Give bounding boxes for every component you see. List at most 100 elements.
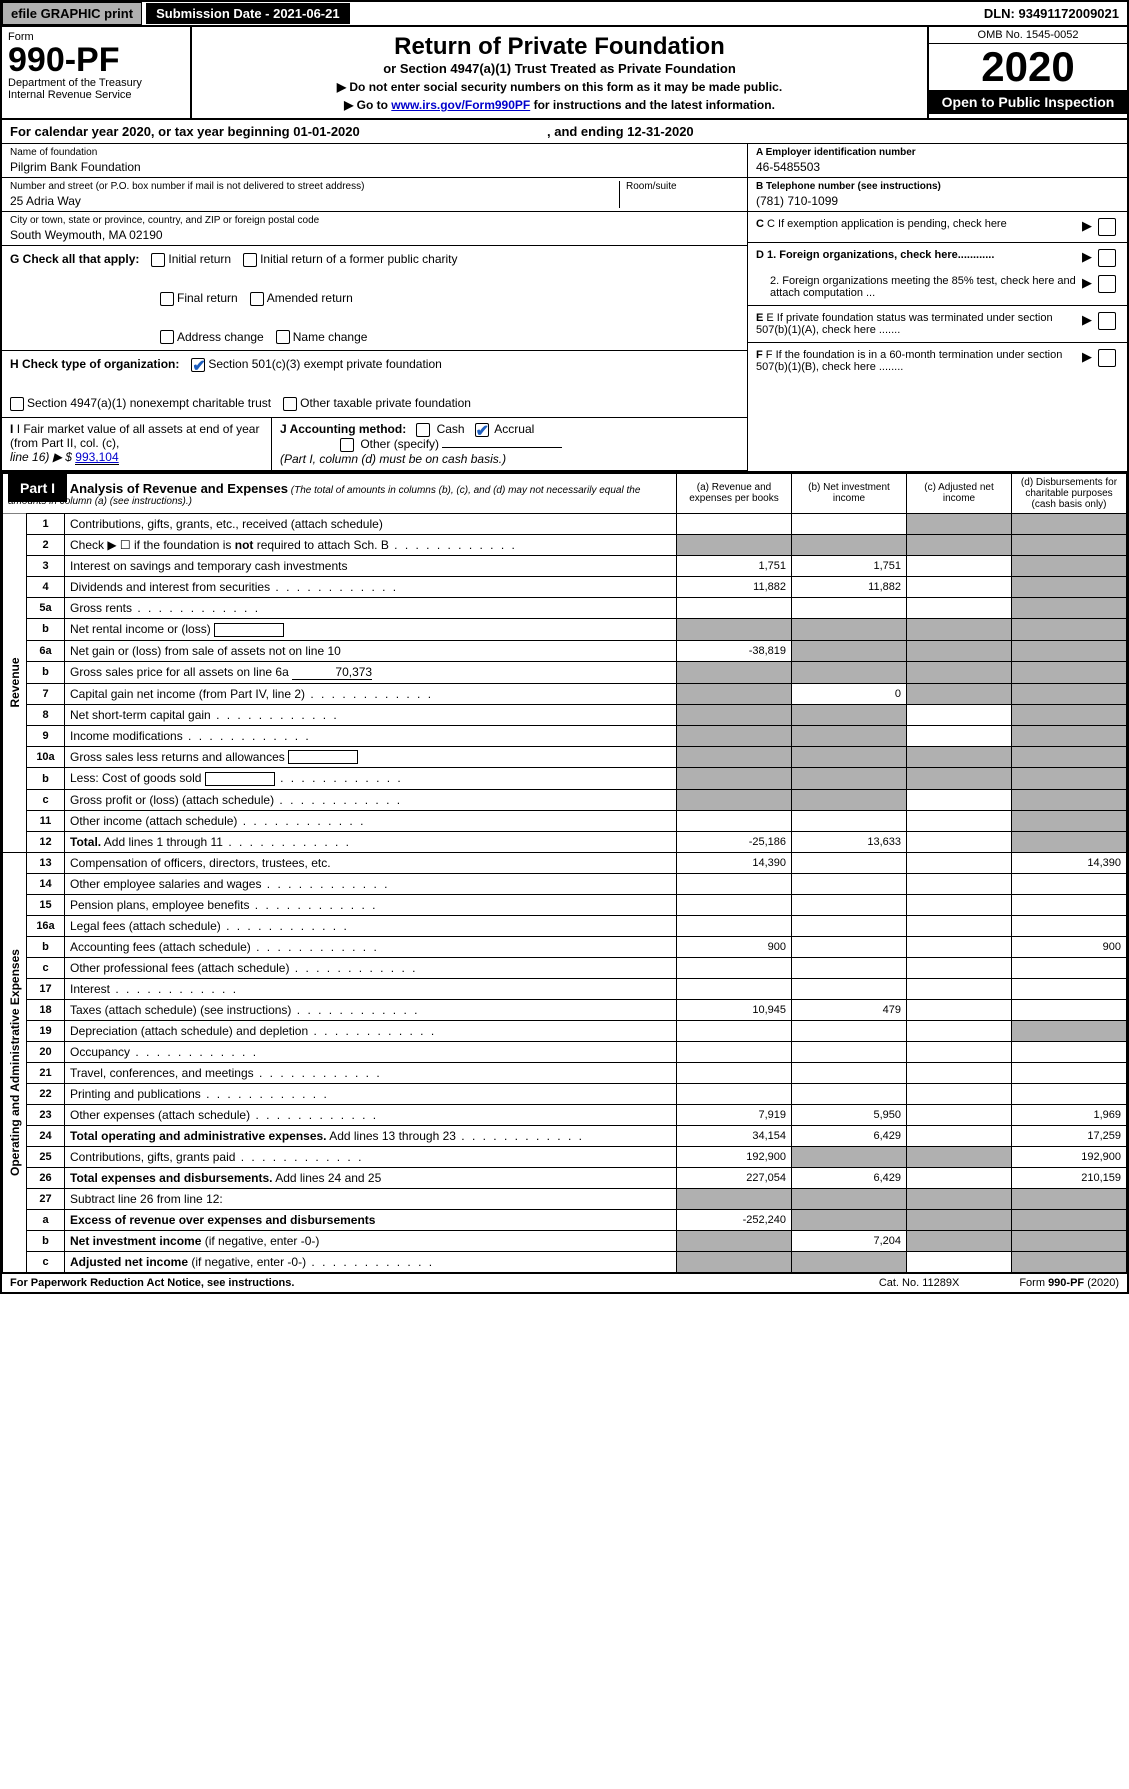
cell-shaded <box>1012 704 1127 725</box>
cell-value: 11,882 <box>792 576 907 597</box>
cell-value <box>907 979 1012 1000</box>
h-lead: H Check type of organization: <box>10 357 179 371</box>
city-cell: City or town, state or province, country… <box>2 212 747 246</box>
row-num: 11 <box>27 811 65 832</box>
cell-value: 900 <box>1012 937 1127 958</box>
cell-value: -252,240 <box>677 1210 792 1231</box>
cell-value: 6,429 <box>792 1168 907 1189</box>
cb-initial-former[interactable] <box>243 253 257 267</box>
row-num: 13 <box>27 853 65 874</box>
fmv-link[interactable]: 993,104 <box>75 450 118 465</box>
cell-value <box>677 1063 792 1084</box>
col-b-header: (b) Net investment income <box>792 473 907 513</box>
cell-shaded <box>1012 555 1127 576</box>
cell-shaded <box>1012 1189 1127 1210</box>
row-desc: Net short-term capital gain <box>65 704 677 725</box>
cb-final[interactable] <box>160 292 174 306</box>
row-desc: Gross profit or (loss) (attach schedule) <box>65 790 677 811</box>
entity-right: A Employer identification number 46-5485… <box>747 144 1127 471</box>
cb-other-taxable[interactable] <box>283 397 297 411</box>
cb-e[interactable] <box>1098 312 1116 330</box>
form-instructions-link[interactable]: www.irs.gov/Form990PF <box>391 98 530 112</box>
d1-text: D 1. Foreign organizations, check here..… <box>756 249 994 261</box>
cell-value <box>907 704 1012 725</box>
col-a-header: (a) Revenue and expenses per books <box>677 473 792 513</box>
table-row: bNet investment income (if negative, ent… <box>3 1231 1127 1252</box>
cb-4947a1[interactable] <box>10 397 24 411</box>
cb-accrual[interactable] <box>475 423 489 437</box>
lbl-accrual: Accrual <box>494 422 534 436</box>
row-desc: Other income (attach schedule) <box>65 811 677 832</box>
cell-shaded <box>1012 832 1127 853</box>
cell-shaded <box>1012 597 1127 618</box>
cell-value <box>677 1021 792 1042</box>
row-desc: Occupancy <box>65 1042 677 1063</box>
open-inspection-badge: Open to Public Inspection <box>929 90 1127 114</box>
cb-f[interactable] <box>1098 349 1116 367</box>
cell-shaded <box>792 790 907 811</box>
cb-c[interactable] <box>1098 218 1116 236</box>
dept-1: Department of the Treasury <box>8 77 184 89</box>
cb-other-method[interactable] <box>340 438 354 452</box>
cell-value: 10,945 <box>677 1000 792 1021</box>
row-desc: Other professional fees (attach schedule… <box>65 958 677 979</box>
cb-cash[interactable] <box>416 423 430 437</box>
e-section: E E If private foundation status was ter… <box>748 306 1127 343</box>
cell-shaded <box>677 725 792 746</box>
cell-value <box>792 1063 907 1084</box>
cb-amended[interactable] <box>250 292 264 306</box>
cb-name-change[interactable] <box>276 330 290 344</box>
cb-d2[interactable] <box>1098 275 1116 293</box>
row-desc: Gross rents <box>65 597 677 618</box>
table-row: bNet rental income or (loss) <box>3 618 1127 640</box>
cell-value <box>792 937 907 958</box>
cb-d1[interactable] <box>1098 249 1116 267</box>
cb-initial-return[interactable] <box>151 253 165 267</box>
row-desc: Total expenses and disbursements. Add li… <box>65 1168 677 1189</box>
lbl-4947a1: Section 4947(a)(1) nonexempt charitable … <box>27 396 271 410</box>
cell-shaded <box>907 1147 1012 1168</box>
table-row: 17Interest <box>3 979 1127 1000</box>
top-bar: efile GRAPHIC print Submission Date - 20… <box>2 2 1127 27</box>
cb-address-change[interactable] <box>160 330 174 344</box>
cell-value <box>907 725 1012 746</box>
addr-label: Number and street (or P.O. box number if… <box>10 181 619 192</box>
ein-cell: A Employer identification number 46-5485… <box>748 144 1127 178</box>
cell-value <box>1012 874 1127 895</box>
cell-shaded <box>1012 1231 1127 1252</box>
efile-print-button[interactable]: efile GRAPHIC print <box>2 2 142 25</box>
submission-date: Submission Date - 2021-06-21 <box>146 3 350 24</box>
cell-value: 192,900 <box>1012 1147 1127 1168</box>
row-num: b <box>27 1231 65 1252</box>
row-num: 25 <box>27 1147 65 1168</box>
row-num: 3 <box>27 555 65 576</box>
cell-shaded <box>677 1189 792 1210</box>
table-row: 20Occupancy <box>3 1042 1127 1063</box>
cb-501c3[interactable] <box>191 358 205 372</box>
cell-shaded <box>792 534 907 555</box>
part1-table: Part I Analysis of Revenue and Expenses … <box>2 473 1127 1273</box>
row-num: c <box>27 790 65 811</box>
row-desc: Other employee salaries and wages <box>65 874 677 895</box>
cell-shaded <box>677 1252 792 1273</box>
row-desc: Travel, conferences, and meetings <box>65 1063 677 1084</box>
header-center: Return of Private Foundation or Section … <box>192 27 927 118</box>
row-desc: Dividends and interest from securities <box>65 576 677 597</box>
ein-value: 46-5485503 <box>756 158 1119 174</box>
row-num: 18 <box>27 1000 65 1021</box>
j-box: J Accounting method: Cash Accrual Other … <box>272 418 747 470</box>
table-row: 14Other employee salaries and wages <box>3 874 1127 895</box>
cell-value <box>677 513 792 534</box>
row-desc: Income modifications <box>65 725 677 746</box>
cell-value <box>907 555 1012 576</box>
row-num: b <box>27 768 65 790</box>
row-desc: Other expenses (attach schedule) <box>65 1105 677 1126</box>
calyear-end: 12-31-2020 <box>627 124 694 139</box>
cell-value <box>907 790 1012 811</box>
g-check-row: G Check all that apply: Initial return I… <box>2 246 747 351</box>
cell-value <box>1012 916 1127 937</box>
cell-value: 1,969 <box>1012 1105 1127 1126</box>
row-desc: Check ▶ ☐ if the foundation is not requi… <box>65 534 677 555</box>
cell-value: 5,950 <box>792 1105 907 1126</box>
row-desc: Printing and publications <box>65 1084 677 1105</box>
